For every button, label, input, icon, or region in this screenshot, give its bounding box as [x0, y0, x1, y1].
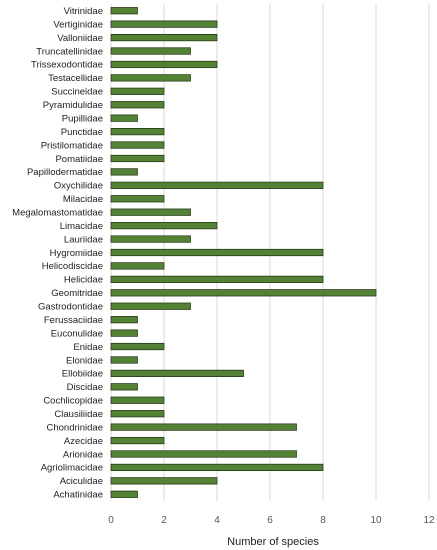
x-tick-label: 0 — [108, 515, 114, 526]
category-label: Clausiliidae — [54, 409, 103, 420]
x-tick-label: 10 — [370, 515, 382, 526]
category-label: Valloniidae — [57, 33, 103, 44]
bar — [110, 356, 138, 364]
bar — [110, 369, 244, 377]
category-label: Helicodiscidae — [42, 261, 103, 272]
x-tick-label: 4 — [214, 515, 220, 526]
category-label: Succineidae — [51, 87, 103, 98]
category-label: Geomitridae — [51, 288, 103, 299]
category-label: Pomatiidae — [55, 154, 103, 165]
bar — [110, 114, 138, 122]
category-label: Pupillidae — [62, 113, 103, 124]
category-label: Punctidae — [61, 127, 103, 138]
category-label: Oxychilidae — [54, 181, 103, 192]
category-label: Limacidae — [60, 221, 103, 232]
bar — [110, 128, 165, 136]
bar — [110, 450, 297, 458]
category-label: Enidae — [73, 342, 103, 353]
category-label: Hygromiidae — [50, 248, 103, 259]
bar — [110, 195, 165, 203]
bar — [110, 329, 138, 337]
bar — [110, 87, 165, 95]
bar — [110, 396, 165, 404]
category-label: Cochlicopidae — [43, 396, 103, 407]
bar — [110, 316, 138, 324]
bar — [110, 60, 218, 69]
bar — [110, 423, 297, 431]
bar — [110, 342, 165, 351]
x-tick-label: 6 — [267, 515, 273, 526]
bar — [110, 222, 218, 230]
category-label: Papillodermatidae — [27, 167, 103, 178]
bar — [110, 101, 165, 109]
bar — [110, 7, 138, 15]
bar — [110, 490, 138, 498]
bar — [110, 248, 324, 257]
category-label: Milacidae — [63, 194, 103, 205]
category-label: Truncatellinidae — [36, 46, 103, 57]
category-label: Ferussaciidae — [44, 315, 103, 326]
bar — [110, 275, 324, 283]
category-label: Lauriidae — [64, 234, 103, 245]
category-label: Trissexodontidae — [31, 60, 103, 71]
bar — [110, 141, 165, 149]
bar — [110, 289, 377, 297]
category-labels: Vitrinidae Vertiginidae Valloniidae Truncat… — [12, 6, 103, 501]
category-label: Agriolimacidae — [41, 463, 103, 474]
category-label: Euconulidae — [51, 328, 103, 339]
bar — [110, 436, 165, 445]
bar — [110, 383, 138, 391]
category-label: Vitrinidae — [64, 6, 103, 17]
category-label: Discidae — [67, 382, 103, 393]
bar — [110, 477, 218, 485]
bar — [110, 168, 138, 176]
category-label: Helicidae — [64, 275, 103, 286]
category-label: Vertiginidae — [53, 19, 103, 30]
category-label: Pristilomatidae — [41, 140, 103, 151]
bar — [110, 463, 324, 472]
category-label: Azecidae — [64, 436, 103, 447]
category-label: Megalomastomatidae — [12, 208, 103, 219]
x-axis-title: Number of species — [227, 536, 319, 548]
category-label: Pyramidulidae — [43, 100, 103, 111]
bar — [110, 33, 218, 42]
bar — [110, 262, 165, 270]
x-tick-label: 2 — [161, 515, 167, 526]
x-tick-labels: 0 2 4 6 8 10 12 — [108, 515, 435, 526]
x-tick-label: 12 — [423, 515, 435, 526]
category-label: Arionidae — [63, 449, 103, 460]
bar — [110, 20, 218, 28]
bar — [110, 181, 324, 189]
bar — [110, 208, 191, 216]
bar — [110, 47, 191, 55]
category-label: Achatinidae — [53, 490, 103, 501]
bar — [110, 235, 191, 243]
bar — [110, 74, 191, 82]
bar — [110, 302, 191, 310]
category-label: Elonidae — [66, 355, 103, 366]
bar — [110, 154, 165, 163]
category-label: Ellobiidae — [62, 369, 103, 380]
x-tick-label: 8 — [320, 515, 326, 526]
bar — [110, 410, 165, 418]
bars — [110, 7, 377, 498]
category-label: Chondrinidae — [46, 422, 103, 433]
category-label: Testacellidae — [48, 73, 103, 84]
category-label: Aciculidae — [60, 476, 103, 487]
category-label: Gastrodontidae — [38, 302, 103, 313]
